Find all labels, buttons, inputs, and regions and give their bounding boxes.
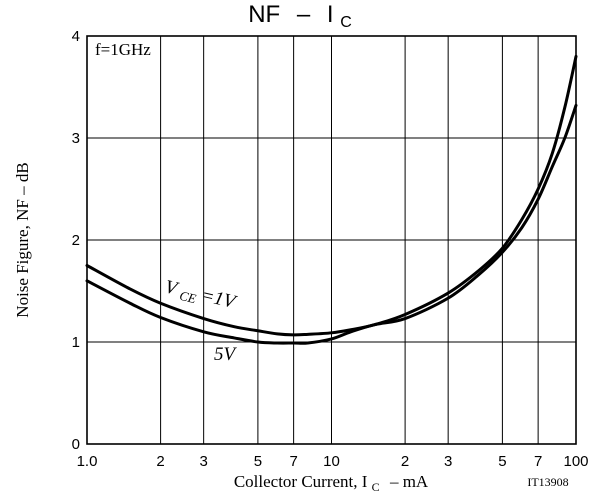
x-axis-label-sub: C — [372, 480, 380, 494]
x-tick-label: 1.0 — [77, 453, 98, 470]
x-tick-label: 3 — [199, 453, 207, 470]
chart-title: NF – I C — [248, 1, 352, 31]
series-line-vce-1v — [85, 54, 578, 337]
chart-title-variable: I — [327, 1, 334, 28]
x-axis-label: Collector Current, I C – mA — [234, 472, 429, 495]
series-label-vce-rest: =1V — [199, 285, 239, 314]
plot-frame — [86, 35, 577, 445]
x-tick-label: 5 — [254, 453, 262, 470]
x-axis-label-unit: – mA — [389, 472, 429, 491]
chart-title-main: NF — [248, 1, 280, 28]
x-tick-label: 100 — [563, 453, 588, 470]
chart-title-subscript: C — [340, 14, 352, 31]
gridlines — [87, 36, 576, 444]
x-tick-label: 2 — [401, 453, 409, 470]
x-tick-label: 7 — [534, 453, 542, 470]
y-tick-label: 3 — [72, 130, 80, 147]
y-tick-label: 1 — [72, 334, 80, 351]
series-label-5v: 5V — [214, 344, 238, 365]
series-label-vce-1v: V CE =1V — [162, 276, 239, 317]
y-tick-label: 0 — [72, 436, 80, 453]
x-tick-label: 5 — [498, 453, 506, 470]
y-tick-label: 2 — [72, 232, 80, 249]
series-label-vce-sub: CE — [178, 288, 198, 306]
x-tick-label: 7 — [289, 453, 297, 470]
chart-title-separator: – — [297, 1, 311, 28]
y-axis-label: Noise Figure, NF – dB — [13, 162, 32, 317]
x-tick-label: 3 — [444, 453, 452, 470]
x-tick-label: 10 — [323, 453, 340, 470]
tick-labels: 1.0 2 3 5 7 10 2 3 5 7 100 0 1 2 3 4 — [72, 28, 589, 470]
series-layer — [85, 54, 578, 345]
figure-id: IT13908 — [527, 475, 568, 489]
x-tick-label: 2 — [156, 453, 164, 470]
series-line-5v — [85, 103, 578, 345]
y-tick-label: 4 — [72, 28, 80, 45]
condition-annotation: f=1GHz — [95, 40, 151, 59]
x-axis-label-main: Collector Current, I — [234, 472, 368, 491]
